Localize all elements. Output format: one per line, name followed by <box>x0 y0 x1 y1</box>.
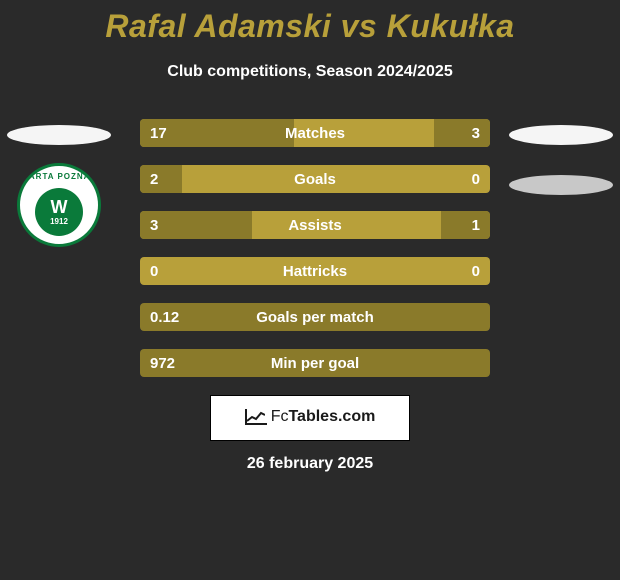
player-left-ellipse <box>7 125 111 145</box>
footer-date: 26 february 2025 <box>0 455 620 473</box>
chart-line-icon <box>247 411 265 423</box>
stat-value-left: 0 <box>150 263 158 280</box>
stat-value-left: 3 <box>150 217 158 234</box>
brand-prefix: Fc <box>271 408 289 425</box>
brand-logo: FcTables.com <box>245 408 376 426</box>
stat-value-right: 0 <box>472 263 480 280</box>
stat-value-left: 0.12 <box>150 309 179 326</box>
stat-value-right: 3 <box>472 125 480 142</box>
right-badge-column <box>506 119 616 195</box>
chart-icon <box>245 409 267 425</box>
stat-label: Hattricks <box>140 263 490 280</box>
page-subtitle: Club competitions, Season 2024/2025 <box>0 63 620 81</box>
club-badge-year: 1912 <box>50 218 68 226</box>
stat-row: 0.12Goals per match <box>140 303 490 331</box>
stat-bar-left <box>140 349 490 377</box>
left-badge-column: WARTA POZNAN W 1912 <box>4 119 114 247</box>
club-badge-warta: WARTA POZNAN W 1912 <box>17 163 101 247</box>
club-badge-inner: W 1912 <box>35 188 83 236</box>
stat-bar-left <box>140 165 182 193</box>
player-right-ellipse-2 <box>509 175 613 195</box>
brand-text: FcTables.com <box>271 408 376 426</box>
stat-row: 17Matches3 <box>140 119 490 147</box>
brand-suffix: Tables.com <box>288 408 375 425</box>
club-badge-letter: W <box>51 198 68 216</box>
stat-value-right: 1 <box>472 217 480 234</box>
stat-row: 2Goals0 <box>140 165 490 193</box>
content-area: WARTA POZNAN W 1912 17Matches32Goals03As… <box>0 119 620 377</box>
stats-table: 17Matches32Goals03Assists10Hattricks00.1… <box>140 119 490 377</box>
stat-row: 0Hattricks0 <box>140 257 490 285</box>
stat-value-left: 2 <box>150 171 158 188</box>
page-title: Rafal Adamski vs Kukułka <box>0 0 620 45</box>
stat-value-left: 972 <box>150 355 175 372</box>
footer-brand-box: FcTables.com <box>210 395 410 441</box>
stat-row: 972Min per goal <box>140 349 490 377</box>
stat-value-right: 0 <box>472 171 480 188</box>
stat-value-left: 17 <box>150 125 167 142</box>
stat-bar-right <box>434 119 490 147</box>
player-right-ellipse-1 <box>509 125 613 145</box>
stat-bar-right <box>441 211 490 239</box>
stat-bar-left <box>140 303 490 331</box>
club-badge-text: WARTA POZNAN <box>20 172 98 181</box>
stat-label: Goals <box>140 171 490 188</box>
stat-row: 3Assists1 <box>140 211 490 239</box>
